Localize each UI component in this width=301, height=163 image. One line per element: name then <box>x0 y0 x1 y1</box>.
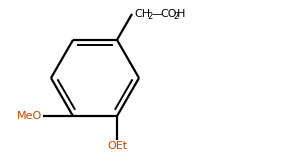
Text: —: — <box>151 9 162 19</box>
Text: MeO: MeO <box>17 111 42 121</box>
Text: 2: 2 <box>173 12 178 21</box>
Text: OEt: OEt <box>107 141 127 151</box>
Text: 2: 2 <box>147 12 152 21</box>
Text: H: H <box>177 9 185 19</box>
Text: CH: CH <box>134 9 150 19</box>
Text: CO: CO <box>160 9 176 19</box>
